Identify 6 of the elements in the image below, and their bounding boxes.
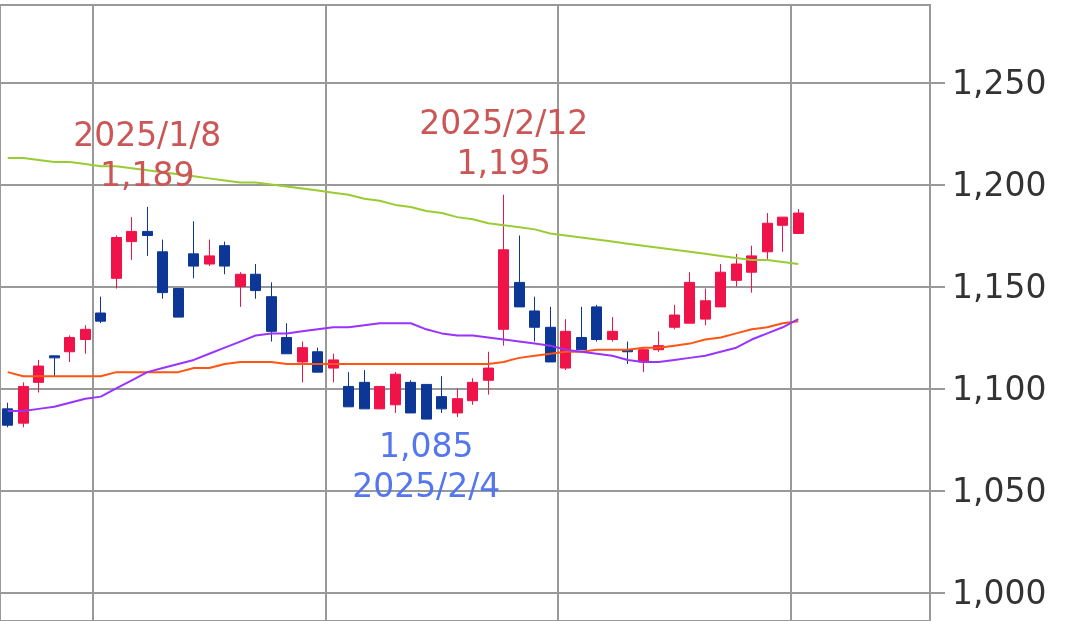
y-tick-label: 1,000 [952, 572, 1047, 612]
y-tick-label: 1,200 [952, 165, 1047, 204]
y-tick-label: 1,250 [952, 63, 1047, 103]
y-tick-label: 1,100 [952, 368, 1047, 408]
y-tick-label: 1,150 [952, 266, 1047, 306]
y-tick-label: 1,050 [952, 470, 1047, 510]
